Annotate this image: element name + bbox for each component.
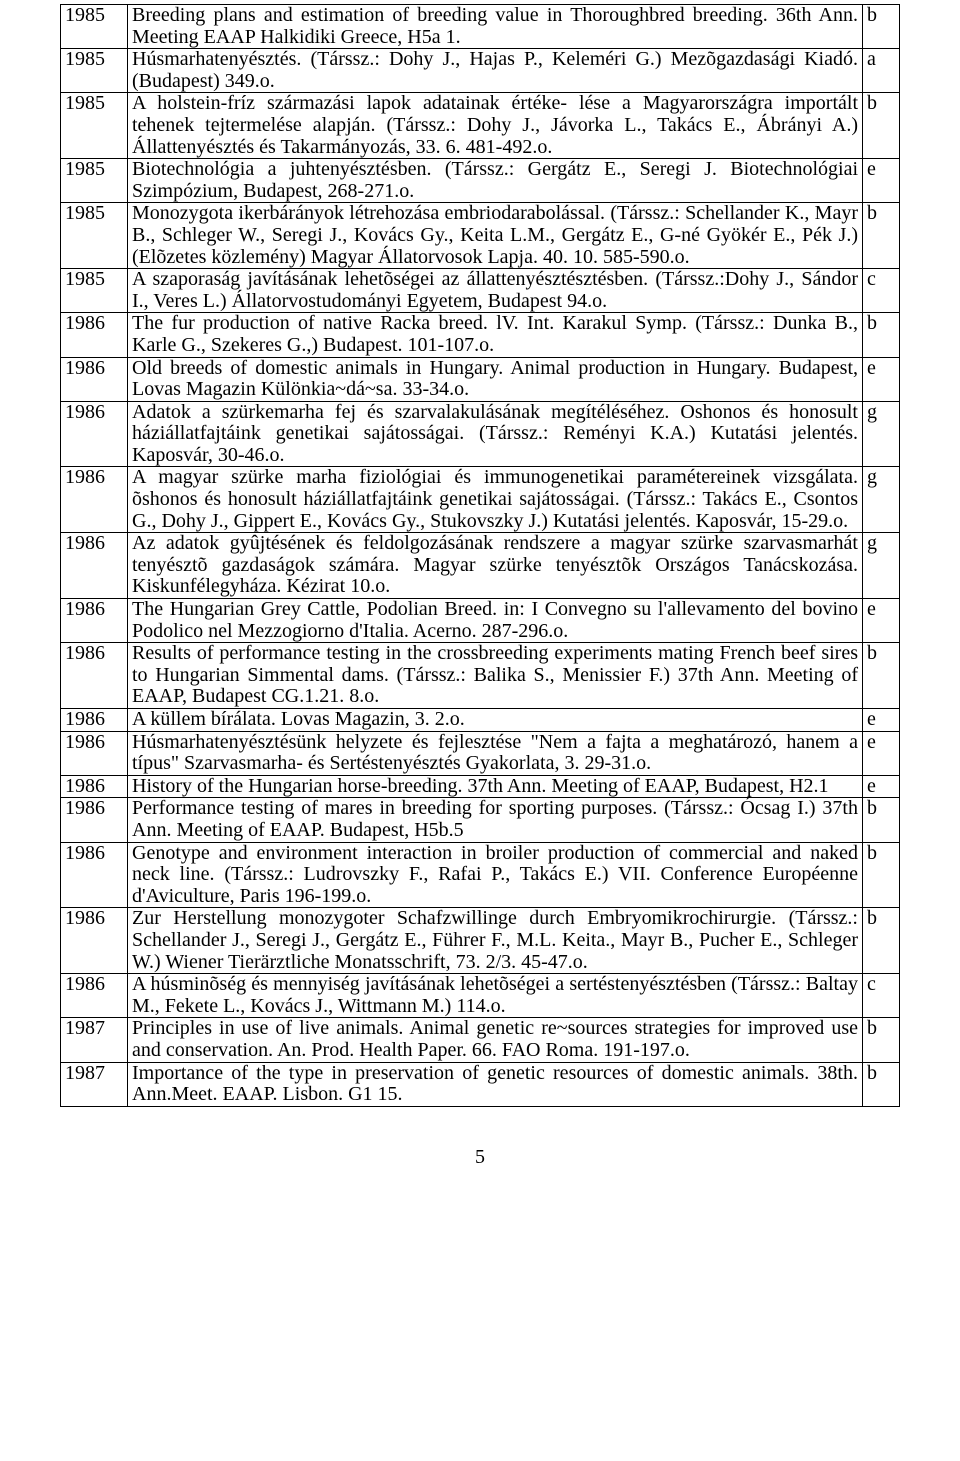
- category-cell: c: [863, 269, 900, 313]
- description-cell: A magyar szürke marha fiziológiai és imm…: [128, 467, 863, 533]
- publications-table: 1985Breeding plans and estimation of bre…: [60, 4, 900, 1107]
- category-cell: e: [863, 159, 900, 203]
- description-cell: Results of performance testing in the cr…: [128, 643, 863, 709]
- category-cell: b: [863, 5, 900, 49]
- table-row: 1986Húsmarhatenyésztésünk helyzete és fe…: [61, 731, 900, 775]
- year-cell: 1987: [61, 1062, 128, 1106]
- table-row: 1986Results of performance testing in th…: [61, 643, 900, 709]
- year-cell: 1986: [61, 599, 128, 643]
- table-row: 1985Monozygota ikerbárányok létrehozása …: [61, 203, 900, 269]
- description-cell: Performance testing of mares in breeding…: [128, 798, 863, 842]
- description-cell: A küllem bírálata. Lovas Magazin, 3. 2.o…: [128, 709, 863, 732]
- table-row: 1985A szaporaság javításának lehetõségei…: [61, 269, 900, 313]
- table-row: 1985Breeding plans and estimation of bre…: [61, 5, 900, 49]
- description-cell: Biotechnológia a juhtenyésztésben. (Társ…: [128, 159, 863, 203]
- year-cell: 1986: [61, 798, 128, 842]
- description-cell: Breeding plans and estimation of breedin…: [128, 5, 863, 49]
- category-cell: c: [863, 974, 900, 1018]
- table-row: 1986Genotype and environment interaction…: [61, 842, 900, 908]
- year-cell: 1986: [61, 533, 128, 599]
- category-cell: g: [863, 533, 900, 599]
- table-row: 1986Az adatok gyûjtésének és feldolgozás…: [61, 533, 900, 599]
- year-cell: 1985: [61, 203, 128, 269]
- year-cell: 1986: [61, 313, 128, 357]
- table-row: 1986A húsminõség és mennyiség javításána…: [61, 974, 900, 1018]
- category-cell: e: [863, 599, 900, 643]
- year-cell: 1986: [61, 467, 128, 533]
- year-cell: 1985: [61, 93, 128, 159]
- description-cell: Importance of the type in preservation o…: [128, 1062, 863, 1106]
- year-cell: 1987: [61, 1018, 128, 1062]
- year-cell: 1986: [61, 357, 128, 401]
- table-row: 1986A küllem bírálata. Lovas Magazin, 3.…: [61, 709, 900, 732]
- description-cell: Genotype and environment interaction in …: [128, 842, 863, 908]
- description-cell: Az adatok gyûjtésének és feldolgozásának…: [128, 533, 863, 599]
- category-cell: e: [863, 357, 900, 401]
- table-row: 1986Zur Herstellung monozygoter Schafzwi…: [61, 908, 900, 974]
- year-cell: 1986: [61, 775, 128, 798]
- category-cell: g: [863, 401, 900, 467]
- year-cell: 1986: [61, 401, 128, 467]
- year-cell: 1986: [61, 974, 128, 1018]
- year-cell: 1985: [61, 269, 128, 313]
- table-row: 1985Biotechnológia a juhtenyésztésben. (…: [61, 159, 900, 203]
- category-cell: b: [863, 203, 900, 269]
- category-cell: g: [863, 467, 900, 533]
- year-cell: 1986: [61, 643, 128, 709]
- table-row: 1986History of the Hungarian horse-breed…: [61, 775, 900, 798]
- description-cell: Zur Herstellung monozygoter Schafzwillin…: [128, 908, 863, 974]
- year-cell: 1985: [61, 5, 128, 49]
- description-cell: Monozygota ikerbárányok létrehozása embr…: [128, 203, 863, 269]
- year-cell: 1986: [61, 731, 128, 775]
- description-cell: A húsminõség és mennyiség javításának le…: [128, 974, 863, 1018]
- table-row: 1986Performance testing of mares in bree…: [61, 798, 900, 842]
- table-row: 1985A holstein-fríz származási lapok ada…: [61, 93, 900, 159]
- description-cell: History of the Hungarian horse-breeding.…: [128, 775, 863, 798]
- table-row: 1987Importance of the type in preservati…: [61, 1062, 900, 1106]
- category-cell: b: [863, 1062, 900, 1106]
- category-cell: b: [863, 313, 900, 357]
- description-cell: Old breeds of domestic animals in Hungar…: [128, 357, 863, 401]
- description-cell: A holstein-fríz származási lapok adatain…: [128, 93, 863, 159]
- category-cell: b: [863, 643, 900, 709]
- description-cell: Húsmarhatenyésztés. (Társsz.: Dohy J., H…: [128, 49, 863, 93]
- year-cell: 1985: [61, 49, 128, 93]
- year-cell: 1986: [61, 908, 128, 974]
- description-cell: A szaporaság javításának lehetõségei az …: [128, 269, 863, 313]
- category-cell: b: [863, 1018, 900, 1062]
- year-cell: 1986: [61, 709, 128, 732]
- category-cell: b: [863, 798, 900, 842]
- category-cell: b: [863, 93, 900, 159]
- description-cell: Húsmarhatenyésztésünk helyzete és fejles…: [128, 731, 863, 775]
- table-row: 1986The Hungarian Grey Cattle, Podolian …: [61, 599, 900, 643]
- category-cell: e: [863, 731, 900, 775]
- table-row: 1986A magyar szürke marha fiziológiai és…: [61, 467, 900, 533]
- category-cell: b: [863, 908, 900, 974]
- table-row: 1986Old breeds of domestic animals in Hu…: [61, 357, 900, 401]
- year-cell: 1986: [61, 842, 128, 908]
- table-row: 1985Húsmarhatenyésztés. (Társsz.: Dohy J…: [61, 49, 900, 93]
- description-cell: The Hungarian Grey Cattle, Podolian Bree…: [128, 599, 863, 643]
- table-row: 1986Adatok a szürkemarha fej és szarvala…: [61, 401, 900, 467]
- category-cell: e: [863, 709, 900, 732]
- year-cell: 1985: [61, 159, 128, 203]
- page-number: 5: [60, 1147, 900, 1169]
- table-row: 1987Principles in use of live animals. A…: [61, 1018, 900, 1062]
- category-cell: a: [863, 49, 900, 93]
- table-row: 1986The fur production of native Racka b…: [61, 313, 900, 357]
- description-cell: Principles in use of live animals. Anima…: [128, 1018, 863, 1062]
- category-cell: b: [863, 842, 900, 908]
- publications-tbody: 1985Breeding plans and estimation of bre…: [61, 5, 900, 1107]
- description-cell: The fur production of native Racka breed…: [128, 313, 863, 357]
- category-cell: e: [863, 775, 900, 798]
- description-cell: Adatok a szürkemarha fej és szarvalakulá…: [128, 401, 863, 467]
